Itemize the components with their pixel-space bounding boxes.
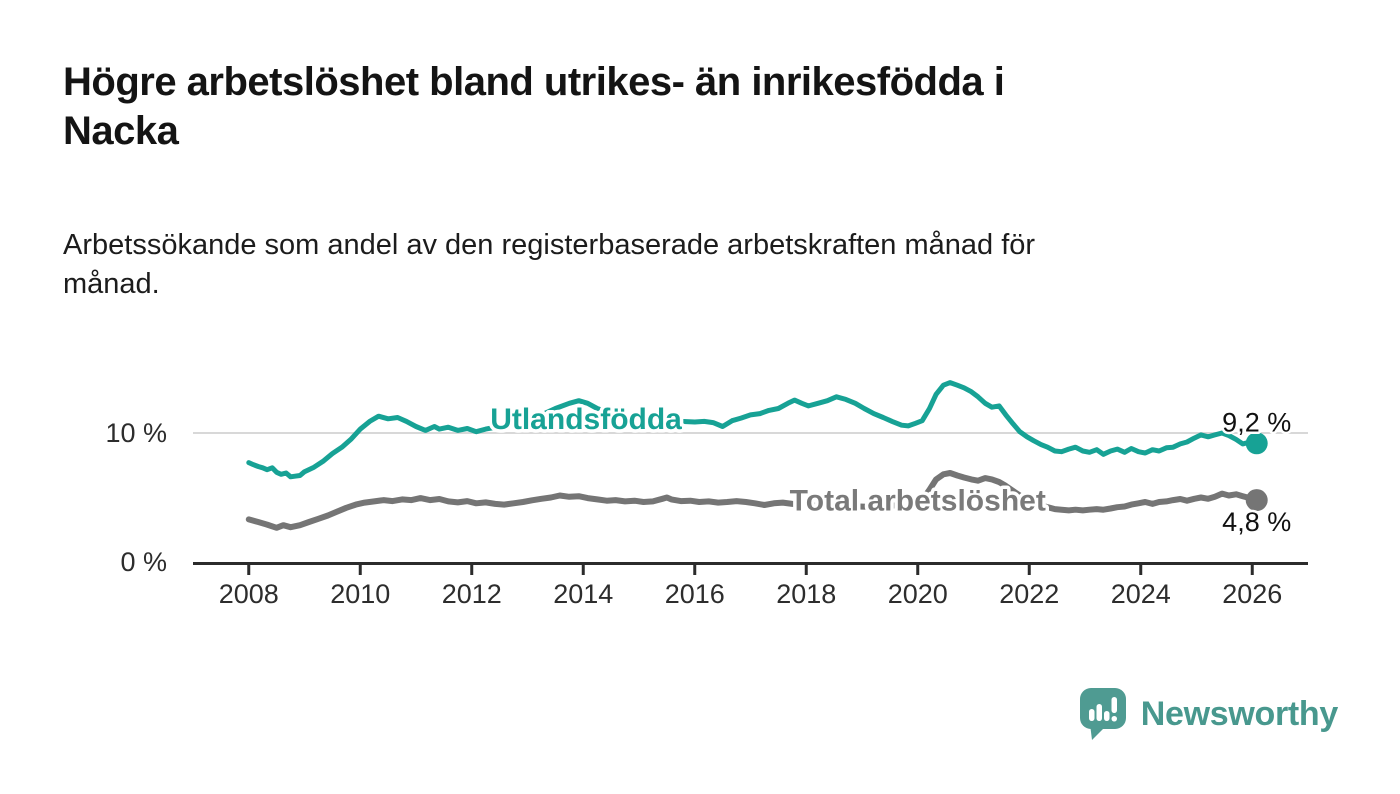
series-line [245,470,1260,531]
series-label: Total arbetslöshet [790,485,1046,518]
x-tick-label: 2016 [665,579,725,609]
series-end-dot [1245,489,1268,512]
newsworthy-icon [1079,688,1126,740]
chart-title: Högre arbetslöshet bland utrikes- än inr… [63,58,1005,156]
chart-title-line2: Nacka [63,109,179,153]
chart-subtitle-line2: månad. [63,268,160,300]
x-tick-label: 2014 [553,579,613,609]
x-tick-label: 2010 [330,579,390,609]
series-line [246,380,1260,480]
chart-title-line1: Högre arbetslöshet bland utrikes- än inr… [63,60,1005,104]
x-tick-label: 2020 [888,579,948,609]
series-end-value: 4,8 % [1222,507,1291,537]
x-tick-label: 2012 [442,579,502,609]
x-tick-label: 2026 [1222,579,1282,609]
series-end-value: 9,2 % [1222,407,1291,437]
y-tick-label: 10 % [105,418,167,448]
x-tick-label: 2022 [999,579,1059,609]
series-label: Utlandsfödda [490,403,682,436]
brand-name: Newsworthy [1140,694,1339,733]
x-tick-label: 2008 [219,579,279,609]
chart-subtitle-line1: Arbetssökande som andel av den registerb… [63,229,1036,261]
x-tick-label: 2024 [1111,579,1171,609]
newsworthy-logo: Newsworthy [1078,686,1338,742]
y-tick-label: 0 % [120,547,167,577]
chart-subtitle: Arbetssökande som andel av den registerb… [63,226,1035,304]
x-tick-label: 2018 [776,579,836,609]
series-end-dot [1245,432,1268,455]
